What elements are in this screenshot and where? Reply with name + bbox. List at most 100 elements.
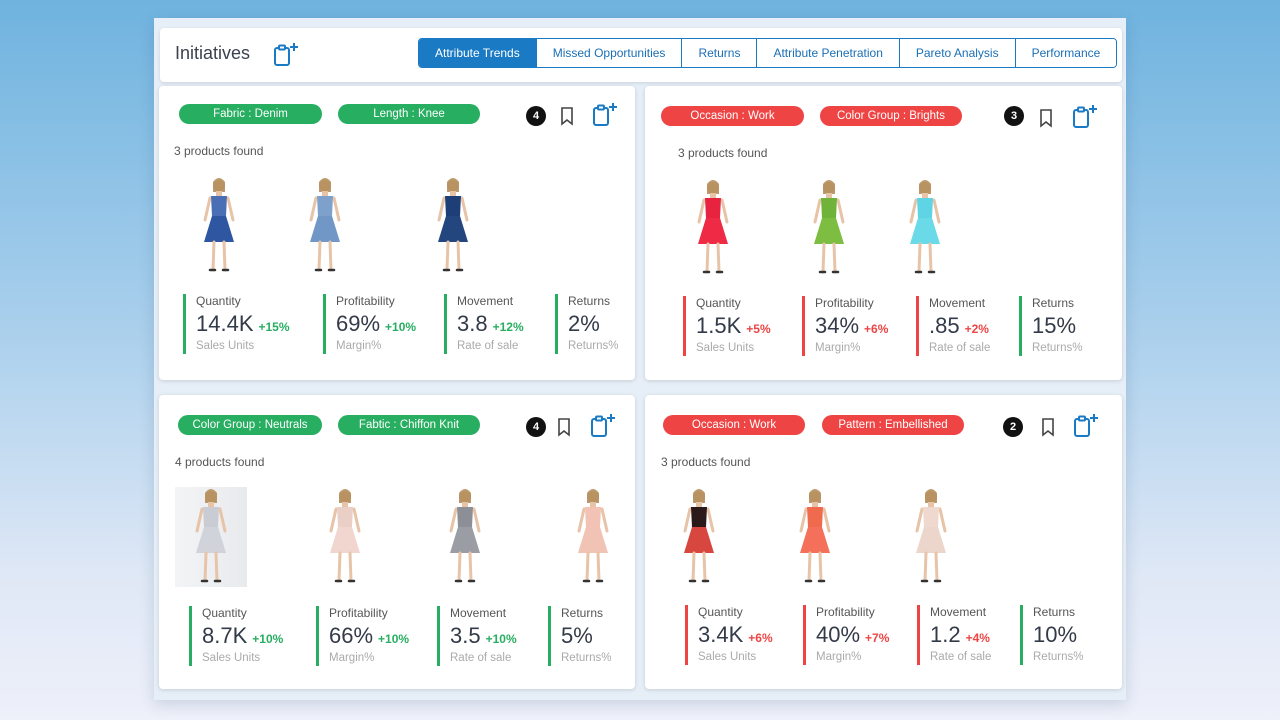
product-image[interactable] [779, 487, 851, 587]
tab-attribute-penetration[interactable]: Attribute Penetration [756, 39, 899, 67]
metric-returns: Returns 5% Returns% [548, 606, 612, 666]
attribute-chip[interactable]: Occasion : Work [663, 415, 805, 435]
metric-value: 15% [1032, 313, 1077, 338]
metric-change: +10% [485, 632, 517, 646]
metric-sublabel: Returns% [568, 340, 619, 352]
metric-label: Quantity [698, 605, 743, 619]
product-image[interactable] [793, 178, 865, 278]
attribute-chip[interactable]: Color Group : Brights [820, 106, 962, 126]
metric-value: 1.2 [930, 622, 961, 647]
products-found-text: 3 products found [678, 146, 768, 160]
metric-value: 14.4K [196, 311, 254, 336]
attribute-chip[interactable]: Fabric : Denim [179, 104, 322, 124]
tab-missed-opportunities[interactable]: Missed Opportunities [535, 39, 682, 67]
product-image[interactable] [417, 176, 489, 276]
metric-label: Quantity [696, 296, 741, 310]
metric-sublabel: Rate of sale [450, 652, 512, 664]
count-badge: 2 [1003, 417, 1023, 437]
metric-label: Movement [930, 605, 987, 619]
metric-movement: Movement 3.5 +10% Rate of sale [437, 606, 517, 666]
view-tabs: Attribute Trends Missed Opportunities Re… [418, 38, 1118, 68]
metric-change: +2% [964, 322, 989, 336]
attribute-chip[interactable]: Fabtic : Chiffon Knit [338, 415, 480, 435]
metric-returns: Returns 2% Returns% [555, 294, 619, 354]
metric-quantity: Quantity 14.4K +15% Sales Units [183, 294, 290, 354]
metric-returns: Returns 10% Returns% [1020, 605, 1084, 665]
metric-change: +12% [492, 320, 524, 334]
add-clipboard-icon[interactable] [1071, 102, 1101, 132]
initiative-card: Fabric : Denim Length : Knee 4 3 product… [159, 86, 635, 380]
add-clipboard-icon[interactable] [591, 100, 621, 130]
products-found-text: 4 products found [175, 455, 265, 469]
metric-sublabel: Sales Units [698, 651, 757, 663]
metric-label: Returns [568, 294, 611, 308]
tab-returns[interactable]: Returns [681, 39, 757, 67]
tab-pareto-analysis[interactable]: Pareto Analysis [898, 39, 1015, 67]
metric-quantity: Quantity 1.5K +5% Sales Units [683, 296, 771, 356]
metric-label: Returns [561, 606, 604, 620]
metric-sublabel: Sales Units [202, 652, 261, 664]
initiative-card: Color Group : Neutrals Fabtic : Chiffon … [159, 395, 635, 689]
attribute-chip[interactable]: Pattern : Embellished [822, 415, 964, 435]
attribute-chip[interactable]: Length : Knee [338, 104, 480, 124]
metric-value: 3.5 [450, 623, 481, 648]
metric-profitability: Profitability 34% +6% Margin% [802, 296, 888, 356]
metric-label: Quantity [196, 294, 241, 308]
product-image[interactable] [663, 487, 735, 587]
count-badge: 4 [526, 106, 546, 126]
metric-value: 5% [561, 623, 593, 648]
metric-change: +5% [746, 322, 771, 336]
bookmark-icon[interactable] [1038, 417, 1058, 437]
metric-profitability: Profitability 69% +10% Margin% [323, 294, 416, 354]
product-image[interactable] [175, 487, 247, 587]
metric-change: +10% [252, 632, 284, 646]
metric-sublabel: Rate of sale [929, 342, 991, 354]
metric-sublabel: Margin% [815, 342, 861, 354]
metric-quantity: Quantity 3.4K +6% Sales Units [685, 605, 773, 665]
metric-value: 8.7K [202, 623, 248, 648]
metric-change: +10% [385, 320, 417, 334]
header-bar: Initiatives Attribute Trends Missed Oppo… [160, 28, 1122, 82]
product-image[interactable] [677, 178, 749, 278]
add-clipboard-icon[interactable] [272, 40, 302, 70]
bookmark-icon[interactable] [1036, 108, 1056, 128]
metric-change: +6% [748, 631, 773, 645]
metric-value: 69% [336, 311, 381, 336]
product-image[interactable] [557, 487, 629, 587]
attribute-chip[interactable]: Occasion : Work [661, 106, 804, 126]
metric-sublabel: Rate of sale [457, 340, 519, 352]
add-clipboard-icon[interactable] [1072, 411, 1102, 441]
metric-sublabel: Margin% [336, 340, 382, 352]
metric-quantity: Quantity 8.7K +10% Sales Units [189, 606, 283, 666]
metric-value: 3.4K [698, 622, 744, 647]
metric-value: 66% [329, 623, 374, 648]
initiative-card: Occasion : Work Color Group : Brights 3 … [645, 86, 1122, 380]
metric-change: +7% [865, 631, 890, 645]
page-title: Initiatives [175, 43, 251, 63]
metric-label: Quantity [202, 606, 247, 620]
product-image[interactable] [309, 487, 381, 587]
product-image[interactable] [889, 178, 961, 278]
product-image[interactable] [289, 176, 361, 276]
metric-movement: Movement 1.2 +4% Rate of sale [917, 605, 991, 665]
tab-performance[interactable]: Performance [1014, 39, 1117, 67]
metric-returns: Returns 15% Returns% [1019, 296, 1083, 356]
metric-change: +15% [258, 320, 290, 334]
product-image[interactable] [429, 487, 501, 587]
metric-value: 40% [816, 622, 861, 647]
metric-value: 34% [815, 313, 860, 338]
add-clipboard-icon[interactable] [589, 411, 619, 441]
product-image[interactable] [895, 487, 967, 587]
metric-change: +4% [965, 631, 990, 645]
metric-label: Profitability [329, 606, 388, 620]
bookmark-icon[interactable] [554, 417, 574, 437]
attribute-chip[interactable]: Color Group : Neutrals [178, 415, 322, 435]
metric-profitability: Profitability 40% +7% Margin% [803, 605, 889, 665]
metric-label: Returns [1033, 605, 1076, 619]
bookmark-icon[interactable] [557, 106, 577, 126]
products-found-text: 3 products found [174, 144, 264, 158]
metric-sublabel: Sales Units [696, 342, 755, 354]
metric-label: Movement [457, 294, 514, 308]
product-image[interactable] [183, 176, 255, 276]
tab-attribute-trends[interactable]: Attribute Trends [419, 39, 536, 67]
